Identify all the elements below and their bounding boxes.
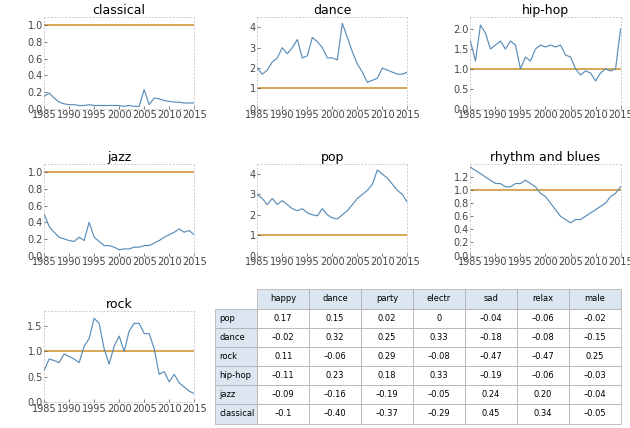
Title: jazz: jazz (107, 151, 131, 164)
Title: pop: pop (321, 151, 344, 164)
Title: rhythm and blues: rhythm and blues (490, 151, 600, 164)
Title: classical: classical (93, 4, 146, 17)
Title: dance: dance (313, 4, 352, 17)
Title: hip-hop: hip-hop (522, 4, 569, 17)
Title: rock: rock (106, 297, 132, 311)
